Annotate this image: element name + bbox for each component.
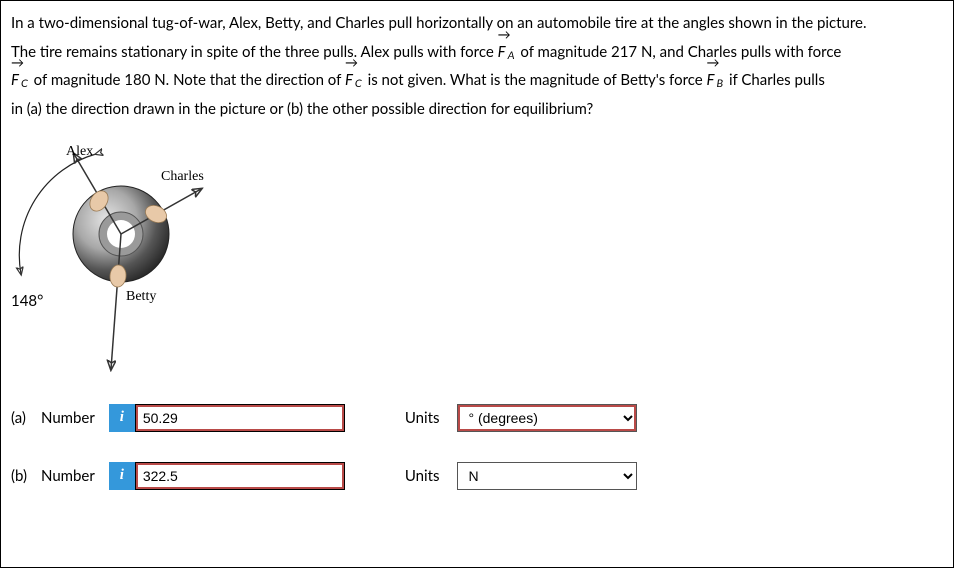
text-line3a: of magnitude 180 N. Note that the direct… — [34, 71, 345, 89]
answer-row-a: (a) Number i Units ° (degrees) — [11, 404, 943, 432]
label-angle: 148° — [11, 292, 43, 310]
part-b-label: (b) — [11, 467, 41, 485]
label-betty: Betty — [126, 289, 156, 305]
vector-fc: →F — [11, 66, 19, 95]
info-icon[interactable]: i — [109, 462, 135, 490]
number-label-b: Number — [41, 467, 95, 485]
text-line3c: if Charles pulls — [729, 71, 825, 89]
info-icon[interactable]: i — [109, 404, 135, 432]
units-select-b[interactable]: N — [457, 462, 637, 490]
problem-statement: In a two-dimensional tug-of-war, Alex, B… — [11, 9, 943, 124]
vector-fb: →F — [707, 66, 715, 95]
tire-figure: Alex Charles Betty 148° — [11, 134, 241, 384]
units-label-a: Units — [405, 409, 440, 427]
part-a-label: (a) — [11, 409, 41, 427]
text-line2b: of magnitude 217 N, and Charles pulls wi… — [520, 43, 841, 61]
figure-svg — [11, 134, 241, 384]
number-input-b[interactable] — [135, 462, 345, 490]
units-label-b: Units — [405, 467, 440, 485]
answer-row-b: (b) Number i Units N — [11, 462, 943, 490]
label-charles: Charles — [161, 169, 204, 185]
number-label-a: Number — [41, 409, 95, 427]
text-line1: In a two-dimensional tug-of-war, Alex, B… — [11, 14, 867, 32]
text-line3b: is not given. What is the magnitude of B… — [368, 71, 707, 89]
number-input-a[interactable] — [135, 404, 345, 432]
text-line4: in (a) the direction drawn in the pictur… — [11, 100, 593, 118]
vector-fa: →F — [498, 38, 506, 67]
vector-fc2: →F — [345, 66, 353, 95]
units-select-a[interactable]: ° (degrees) — [457, 404, 637, 432]
label-alex: Alex — [66, 144, 93, 160]
answer-section: (a) Number i Units ° (degrees) (b) Numbe… — [11, 404, 943, 490]
text-line2a: The tire remains stationary in spite of … — [11, 43, 498, 61]
